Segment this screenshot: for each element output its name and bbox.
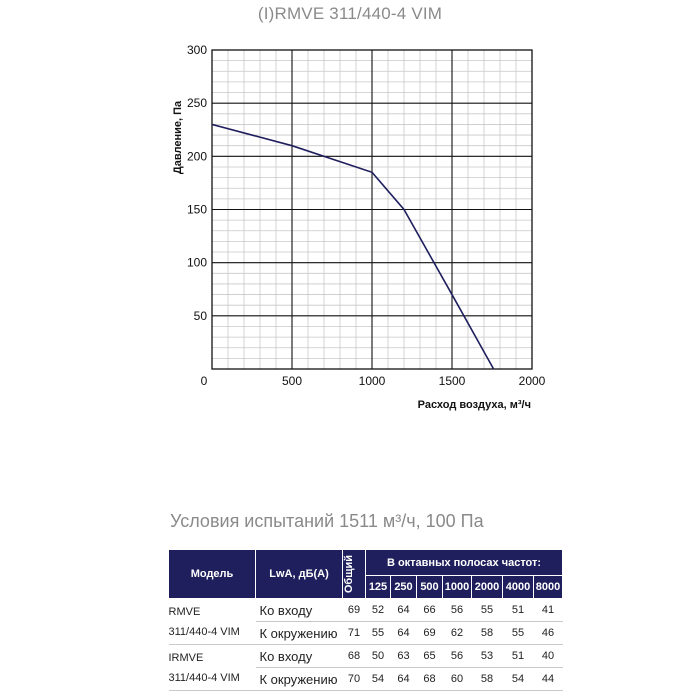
pressure-flow-chart: 50 100 150 200 250 300 0 500 1000 1500 2000 Расход … [172, 43, 546, 411]
band-cell: 60 [442, 667, 472, 691]
band-cell: 54 [502, 667, 534, 691]
table-row: К окружению 70 54 64 68 60 58 54 44 [169, 667, 563, 691]
x-tick-label: 500 [282, 374, 302, 388]
header-model: Модель [168, 549, 256, 599]
band-cell: 66 [416, 598, 443, 622]
band-cell: 53 [471, 644, 503, 668]
band-cell: 64 [390, 621, 417, 645]
test-conditions: Условия испытаний 1511 м³/ч, 100 Па [170, 511, 484, 531]
band-cell: 46 [533, 621, 563, 645]
chart-title: (I)RMVE 311/440-4 VIM [257, 4, 443, 23]
total-cell: 71 [342, 621, 366, 645]
header-octave-title: В октавных полосах частот: [365, 549, 563, 576]
model-code: 311/440-4 VIM [168, 626, 240, 638]
row-label: К окружению [255, 621, 343, 645]
plot-frame [211, 49, 533, 370]
y-tick-label: 50 [194, 309, 208, 323]
header-band: 125 [365, 575, 391, 599]
noise-table: Модель LwA, дБ(А) Общий В октавных полос… [168, 549, 563, 691]
x-tick-label: 0 [201, 374, 208, 388]
header-band: 4000 [502, 575, 534, 599]
band-cell: 55 [365, 621, 391, 645]
y-tick-label: 150 [187, 203, 207, 217]
x-axis-label: Расход воздуха, м³/ч [418, 399, 531, 411]
band-cell: 68 [416, 667, 443, 691]
y-tick-label: 300 [187, 43, 207, 57]
band-cell: 58 [471, 667, 503, 691]
band-cell: 52 [365, 598, 391, 622]
table-row: RMVE 311/440-4 VIM Ко входу 69 52 64 66 5… [168, 598, 563, 645]
band-cell: 40 [533, 644, 563, 668]
model-name: IRMVE [168, 652, 204, 664]
x-tick-label: 2000 [519, 374, 546, 388]
model-cell: RMVE 311/440-4 VIM [168, 598, 256, 645]
x-tick-label: 1000 [359, 374, 386, 388]
band-cell: 56 [442, 644, 472, 668]
header-band: 1000 [442, 575, 472, 599]
y-tick-label: 200 [187, 149, 207, 163]
row-label: Ко входу [255, 644, 343, 668]
header-band: 500 [416, 575, 443, 599]
band-cell: 51 [502, 644, 534, 668]
band-cell: 56 [442, 598, 472, 622]
band-cell: 54 [365, 667, 391, 691]
header-lwa: LwA, дБ(А) [255, 549, 343, 599]
band-cell: 64 [390, 667, 417, 691]
y-axis-label: Давление, Па [172, 100, 184, 174]
model-name: RMVE [168, 606, 201, 618]
header-total-label: Общий [343, 554, 355, 594]
band-cell: 55 [471, 598, 503, 622]
header-band: 8000 [533, 575, 563, 599]
band-cell: 65 [416, 644, 443, 668]
total-cell: 70 [342, 667, 366, 691]
header-band: 2000 [471, 575, 503, 599]
table-row: К окружению 71 55 64 69 62 58 55 46 [169, 621, 563, 645]
y-tick-label: 250 [187, 96, 207, 110]
header-total: Общий [342, 549, 366, 599]
band-cell: 69 [416, 621, 443, 645]
series-line [211, 123, 495, 370]
model-code: 311/440-4 VIM [168, 672, 240, 684]
row-label: К окружению [255, 667, 343, 691]
band-cell: 58 [471, 621, 503, 645]
band-cell: 64 [390, 598, 417, 622]
table-row: IRMVE 311/440-4 VIM Ко входу 68 50 63 65 … [168, 644, 563, 691]
band-cell: 63 [390, 644, 417, 668]
model-cell: IRMVE 311/440-4 VIM [168, 644, 256, 691]
band-cell: 50 [365, 644, 391, 668]
band-cell: 62 [442, 621, 472, 645]
row-label: Ко входу [255, 598, 343, 622]
x-tick-label: 1500 [439, 374, 466, 388]
band-cell: 51 [502, 598, 534, 622]
band-cell: 55 [502, 621, 534, 645]
total-cell: 68 [342, 644, 366, 668]
header-band: 250 [390, 575, 417, 599]
total-cell: 69 [342, 598, 366, 622]
y-tick-label: 100 [187, 256, 207, 270]
band-cell: 44 [533, 667, 563, 691]
band-cell: 41 [533, 598, 563, 622]
